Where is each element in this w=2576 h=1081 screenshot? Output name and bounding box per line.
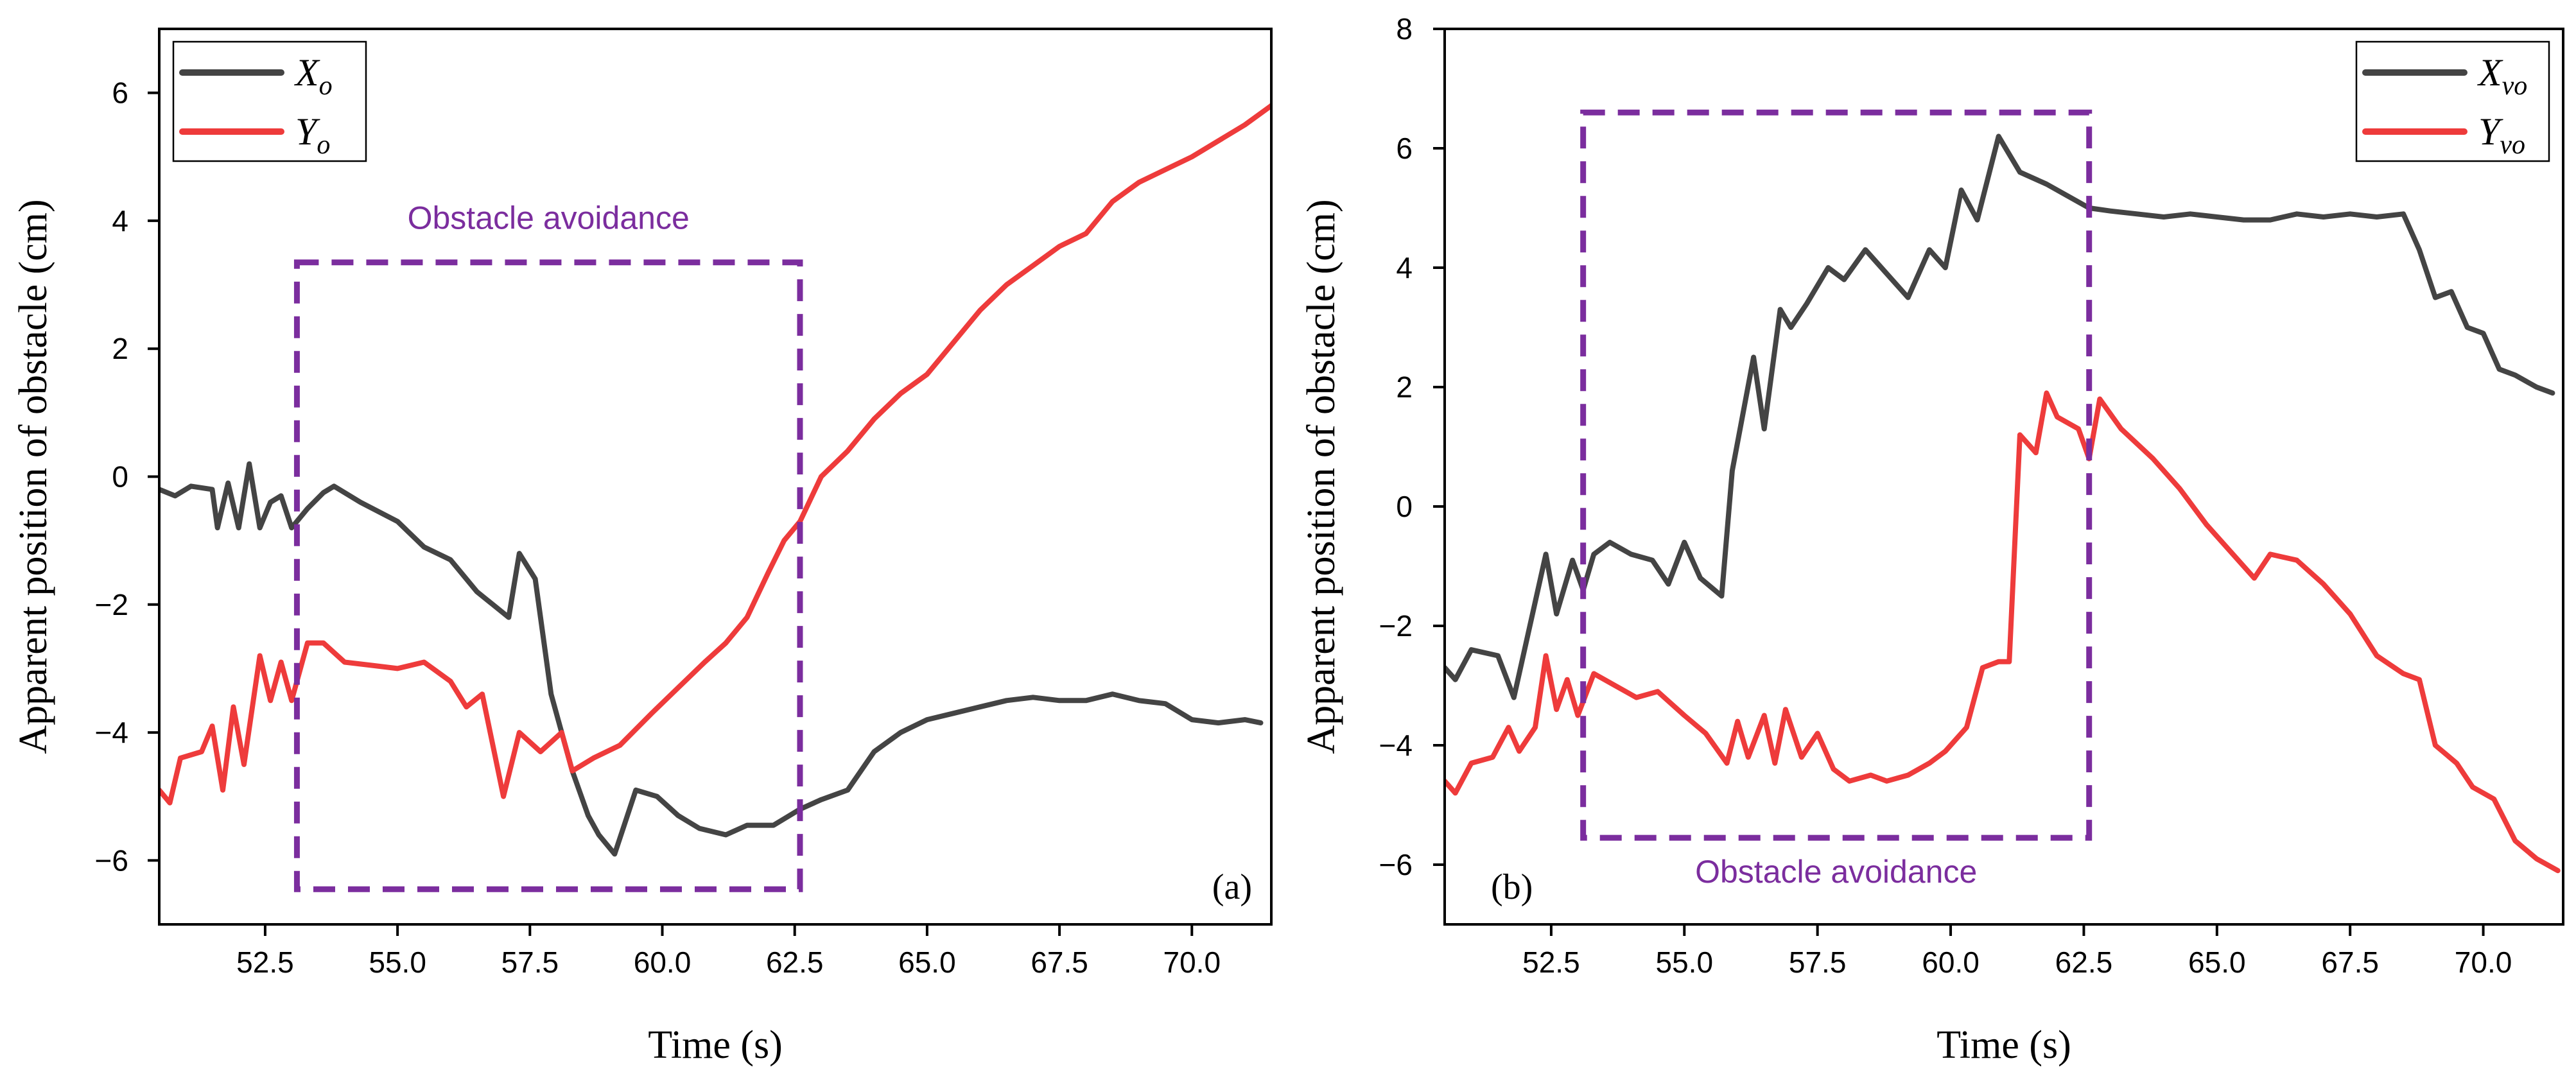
y-tick-label: −6 — [1379, 848, 1413, 881]
x-tick-label: 55.0 — [369, 946, 426, 979]
x-tick-label: 62.5 — [2055, 946, 2113, 979]
legend-label-sub: vo — [2502, 71, 2528, 101]
legend-label: Xo — [294, 51, 333, 101]
series-line-Xvo — [1445, 134, 2555, 700]
panel-label: (b) — [1491, 867, 1533, 907]
y-tick-label: 8 — [1396, 12, 1413, 46]
legend-label-base: X — [294, 51, 320, 94]
axes-frame — [1443, 28, 2564, 926]
x-tick-label: 65.0 — [2188, 946, 2246, 979]
panel-b: 52.5 55.0 57.5 60.0 62.5 65.0 67.5 70.0 −6 −4 −2 0 2… — [1300, 12, 2564, 1067]
series-line-Yo — [159, 101, 1271, 806]
legend-label-base: Y — [295, 110, 320, 153]
panel-label: (a) — [1212, 867, 1252, 907]
y-tick-label: 0 — [1396, 490, 1413, 523]
legend-label-base: Y — [2478, 110, 2503, 153]
series-line-Yvo — [1445, 390, 2561, 874]
x-tick-label: 67.5 — [2321, 946, 2379, 979]
x-axis-label: Time (s) — [648, 1023, 783, 1067]
plot-area — [159, 101, 1271, 857]
x-tick-label: 62.5 — [766, 946, 824, 979]
x-tick-label: 60.0 — [634, 946, 692, 979]
y-tick-label: −2 — [95, 588, 128, 621]
legend-label-base: X — [2477, 51, 2503, 94]
legend-label: Yo — [295, 110, 330, 160]
series-line-Xo — [159, 461, 1264, 857]
y-tick-label: 4 — [112, 204, 128, 238]
axes-frame — [158, 28, 1273, 926]
legend-box — [2355, 40, 2550, 162]
legend-label: Yvo — [2478, 110, 2525, 160]
y-tick-label: −4 — [1379, 729, 1413, 762]
x-tick-label: 55.0 — [1656, 946, 1714, 979]
x-tick-label: 57.5 — [501, 946, 559, 979]
y-axis-label: Apparent position of obstacle (cm) — [1300, 199, 1343, 754]
annotation-label: Obstacle avoidance — [1695, 854, 1977, 890]
legend-label: Xvo — [2477, 51, 2527, 101]
y-axis-label: Apparent position of obstacle (cm) — [12, 199, 55, 754]
y-tick-label: −6 — [95, 843, 128, 877]
annotation-label: Obstacle avoidance — [408, 200, 690, 236]
y-tick-label: −2 — [1379, 609, 1413, 643]
x-tick-label: 52.5 — [236, 946, 294, 979]
panel-a: 52.5 55.0 57.5 60.0 62.5 65.0 67.5 70.0 −6 −4 −2 0 2… — [12, 28, 1273, 1067]
y-tick-label: −4 — [95, 716, 128, 749]
legend-label-sub: o — [319, 71, 333, 101]
y-tick-label: 0 — [112, 460, 128, 494]
y-tick-label: 2 — [112, 332, 128, 365]
x-tick-label: 60.0 — [1922, 946, 1980, 979]
y-tick-label: 6 — [112, 76, 128, 110]
x-tick-label: 70.0 — [1163, 946, 1221, 979]
legend-label-sub: vo — [2500, 130, 2525, 160]
x-axis-label: Time (s) — [1936, 1023, 2071, 1067]
legend-label-sub: o — [317, 130, 330, 160]
y-tick-label: 6 — [1396, 132, 1413, 165]
x-tick-label: 52.5 — [1522, 946, 1580, 979]
x-tick-label: 67.5 — [1031, 946, 1088, 979]
y-tick-label: 2 — [1396, 370, 1413, 404]
x-tick-label: 65.0 — [898, 946, 956, 979]
x-tick-label: 70.0 — [2455, 946, 2512, 979]
y-tick-label: 4 — [1396, 251, 1413, 284]
obstacle-avoidance-box — [293, 259, 803, 892]
obstacle-avoidance-box — [1580, 109, 2093, 841]
plot-area — [1445, 134, 2561, 874]
x-tick-label: 57.5 — [1789, 946, 1847, 979]
legend-box — [172, 40, 367, 162]
